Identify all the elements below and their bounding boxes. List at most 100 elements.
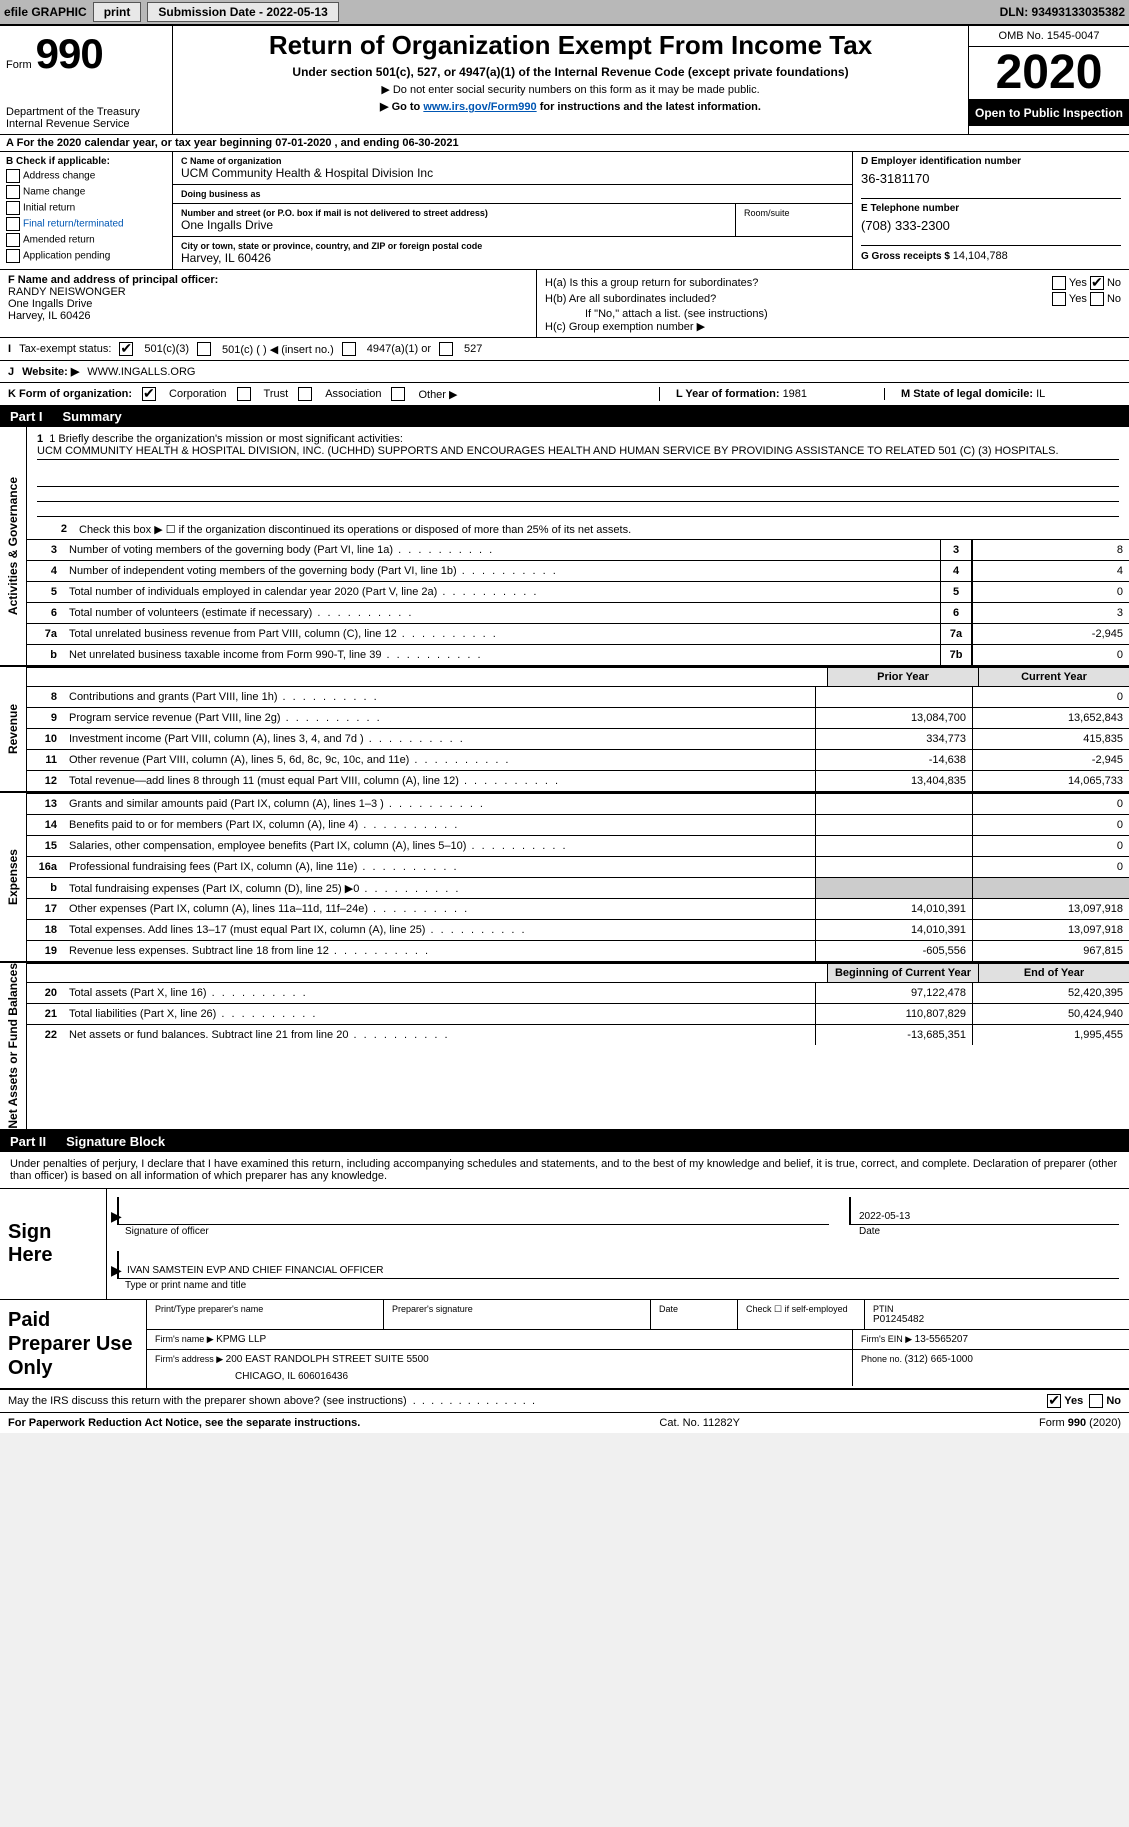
section-bcd: B Check if applicable: Address change Na… — [0, 152, 1129, 270]
chk-amended[interactable] — [6, 233, 20, 247]
data-row: 20Total assets (Part X, line 16)97,122,4… — [27, 982, 1129, 1003]
chk-ha-no[interactable] — [1090, 276, 1104, 290]
gross-value: 14,104,788 — [953, 250, 1008, 262]
hb-label: H(b) Are all subordinates included? — [545, 293, 716, 305]
chk-hb-yes[interactable] — [1052, 292, 1066, 306]
row-j-website: J Website: ▶ WWW.INGALLS.ORG — [0, 361, 1129, 383]
lbl-initial-return: Initial return — [23, 203, 75, 214]
line-text: Total expenses. Add lines 13–17 (must eq… — [65, 922, 815, 938]
lbl-name-change: Name change — [23, 187, 85, 198]
line-text: Total fundraising expenses (Part IX, col… — [65, 880, 815, 897]
line-text: Investment income (Part VIII, column (A)… — [65, 731, 815, 747]
line-value: 0 — [972, 645, 1129, 665]
line-number: 12 — [27, 775, 65, 787]
submission-date-button[interactable]: Submission Date - 2022-05-13 — [147, 2, 338, 22]
side-governance-text: Activities & Governance — [6, 477, 20, 615]
data-row: 9Program service revenue (Part VIII, lin… — [27, 707, 1129, 728]
chk-527[interactable] — [439, 342, 453, 356]
domicile-label: M State of legal domicile: — [901, 388, 1036, 400]
firm-addr-value: 200 EAST RANDOLPH STREET SUITE 5500 — [226, 1354, 429, 1365]
prior-year-value: 13,404,835 — [815, 771, 972, 791]
print-button[interactable]: print — [93, 2, 142, 22]
ptin-label: PTIN — [873, 1304, 1121, 1314]
line-number: 5 — [27, 586, 65, 598]
section-fgh: F Name and address of principal officer:… — [0, 270, 1129, 338]
line-text: Other expenses (Part IX, column (A), lin… — [65, 901, 815, 917]
line-number: 17 — [27, 903, 65, 915]
city-value: Harvey, IL 60426 — [181, 251, 844, 265]
footer-right: Form 990 (2020) — [1039, 1417, 1121, 1429]
chk-name-change[interactable] — [6, 185, 20, 199]
chk-discuss-no[interactable] — [1089, 1394, 1103, 1408]
side-net-assets: Net Assets or Fund Balances — [0, 963, 27, 1129]
room-suite-label: Room/suite — [736, 204, 852, 236]
line-value: 4 — [972, 561, 1129, 581]
dept-label: Department of the Treasury Internal Reve… — [6, 106, 166, 130]
chk-ha-yes[interactable] — [1052, 276, 1066, 290]
part-i-header: Part I Summary — [0, 406, 1129, 427]
data-row: 8Contributions and grants (Part VIII, li… — [27, 686, 1129, 707]
side-net-assets-text: Net Assets or Fund Balances — [6, 963, 20, 1129]
gov-row: 4Number of independent voting members of… — [27, 560, 1129, 581]
data-row: bTotal fundraising expenses (Part IX, co… — [27, 877, 1129, 898]
open-to-public: Open to Public Inspection — [969, 100, 1129, 126]
part-ii-tag: Part II — [10, 1134, 46, 1149]
current-year-value: 13,097,918 — [972, 920, 1129, 940]
chk-assoc[interactable] — [298, 387, 312, 401]
lbl-address-change: Address change — [23, 171, 95, 182]
current-year-value: 0 — [972, 794, 1129, 814]
chk-initial-return[interactable] — [6, 201, 20, 215]
chk-address-change[interactable] — [6, 169, 20, 183]
lbl-trust: Trust — [264, 388, 289, 400]
prior-year-value: -14,638 — [815, 750, 972, 770]
paid-preparer-label: Paid Preparer Use Only — [0, 1300, 146, 1388]
governance-section: Activities & Governance 1 1 Briefly desc… — [0, 427, 1129, 667]
city-label: City or town, state or province, country… — [181, 241, 844, 251]
sig-date-caption: Date — [851, 1226, 1119, 1237]
chk-4947[interactable] — [342, 342, 356, 356]
line-number: 21 — [27, 1008, 65, 1020]
footer-left: For Paperwork Reduction Act Notice, see … — [8, 1417, 360, 1429]
chk-final-return[interactable] — [6, 217, 20, 231]
current-year-value: -2,945 — [972, 750, 1129, 770]
chk-discuss-yes[interactable] — [1047, 1394, 1061, 1408]
chk-501c[interactable] — [197, 342, 211, 356]
prior-year-value — [815, 687, 972, 707]
line-number: 14 — [27, 819, 65, 831]
line-number: 9 — [27, 712, 65, 724]
box-d: D Employer identification number 36-3181… — [853, 152, 1129, 269]
org-name: UCM Community Health & Hospital Division… — [181, 166, 844, 180]
data-row: 11Other revenue (Part VIII, column (A), … — [27, 749, 1129, 770]
chk-app-pending[interactable] — [6, 249, 20, 263]
gov-row: 3Number of voting members of the governi… — [27, 539, 1129, 560]
chk-other[interactable] — [391, 387, 405, 401]
line-number: 3 — [27, 544, 65, 556]
prior-year-value — [815, 815, 972, 835]
officer-name-title: IVAN SAMSTEIN EVP AND CHIEF FINANCIAL OF… — [127, 1265, 384, 1276]
irs-link[interactable]: www.irs.gov/Form990 — [423, 101, 536, 113]
chk-trust[interactable] — [237, 387, 251, 401]
lbl-app-pending: Application pending — [23, 251, 110, 262]
header-mid: Return of Organization Exempt From Incom… — [173, 26, 969, 134]
preparer-name-label: Print/Type preparer's name — [155, 1304, 375, 1314]
year-formation-value: 1981 — [783, 388, 807, 400]
data-row: 15Salaries, other compensation, employee… — [27, 835, 1129, 856]
line-text: Total revenue—add lines 8 through 11 (mu… — [65, 773, 815, 789]
form-990-page: efile GRAPHIC print Submission Date - 20… — [0, 0, 1129, 1433]
chk-501c3[interactable] — [119, 342, 133, 356]
line-text: Program service revenue (Part VIII, line… — [65, 710, 815, 726]
line-text: Total liabilities (Part X, line 26) — [65, 1006, 815, 1022]
chk-hb-no[interactable] — [1090, 292, 1104, 306]
data-row: 13Grants and similar amounts paid (Part … — [27, 793, 1129, 814]
begin-year-header: Beginning of Current Year — [827, 964, 978, 982]
header-sub1: Under section 501(c), 527, or 4947(a)(1)… — [181, 65, 960, 79]
chk-corp[interactable] — [142, 387, 156, 401]
current-year-value: 50,424,940 — [972, 1004, 1129, 1024]
box-b-heading: B Check if applicable: — [6, 156, 166, 167]
firm-phone-value: (312) 665-1000 — [905, 1354, 973, 1365]
current-year-value: 52,420,395 — [972, 983, 1129, 1003]
org-name-label: C Name of organization — [181, 156, 844, 166]
officer-label: F Name and address of principal officer: — [8, 274, 528, 286]
side-governance: Activities & Governance — [0, 427, 27, 665]
current-year-value: 967,815 — [972, 941, 1129, 961]
